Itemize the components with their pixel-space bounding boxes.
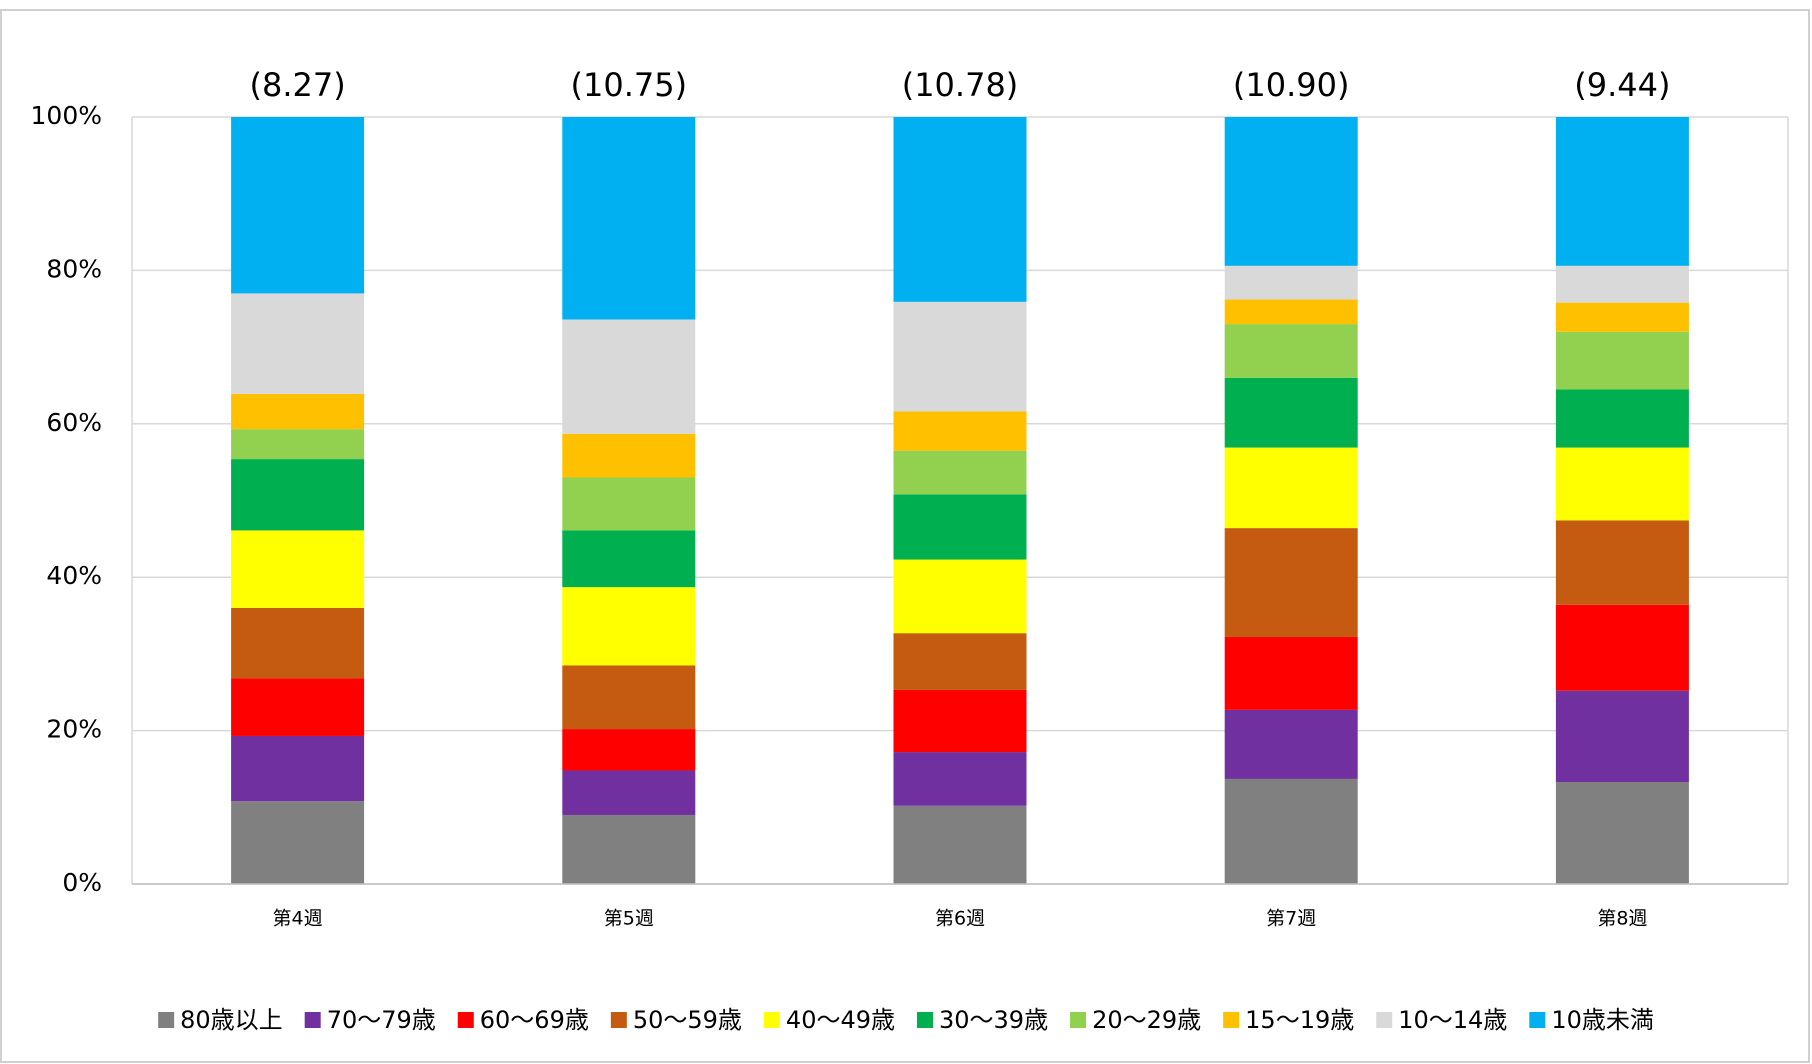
- bar-segment: [1224, 117, 1358, 266]
- x-tick-label: 第8週: [1597, 908, 1647, 930]
- bar-segment: [1555, 604, 1689, 691]
- bar-segment: [231, 530, 365, 608]
- bar-segment: [1224, 637, 1358, 710]
- bar-segment: [1555, 331, 1689, 390]
- y-tick-label: 100%: [31, 101, 102, 130]
- bar-segment: [1555, 447, 1689, 521]
- bar-segment: [231, 293, 365, 394]
- legend-label: 80歳以上: [180, 1006, 283, 1034]
- legend-swatch: [457, 1012, 474, 1028]
- x-tick-label: 第6週: [935, 908, 985, 930]
- total-label: (9.44): [1574, 66, 1670, 104]
- x-tick-label: 第7週: [1266, 908, 1316, 930]
- legend-swatch: [917, 1012, 933, 1028]
- bar-segment: [893, 494, 1027, 560]
- x-tick-label: 第5週: [604, 908, 654, 930]
- bar-segment: [1555, 389, 1689, 448]
- y-tick-label: 40%: [46, 561, 102, 590]
- bar-segment: [893, 301, 1027, 412]
- bar-segment: [562, 530, 696, 588]
- total-label: (8.27): [249, 66, 345, 104]
- total-label: (10.75): [571, 66, 688, 104]
- bar-segment: [1224, 778, 1358, 884]
- legend-label: 40～49歳: [786, 1006, 895, 1034]
- legend-label: 20～29歳: [1092, 1006, 1201, 1034]
- bar-segment: [231, 117, 365, 294]
- bar-segment: [231, 735, 365, 802]
- legend-label: 10歳未満: [1551, 1006, 1654, 1034]
- bar-segment: [893, 411, 1027, 451]
- bar-segment: [562, 319, 696, 434]
- bar-segment: [1224, 299, 1358, 325]
- y-tick-label: 0%: [62, 868, 102, 897]
- bar-segment: [1555, 690, 1689, 782]
- legend-label: 50～59歳: [633, 1006, 742, 1034]
- bar-segment: [231, 678, 365, 736]
- bar-segment: [1224, 265, 1358, 300]
- bar-segment: [1224, 324, 1358, 378]
- legend-swatch: [304, 1012, 321, 1028]
- bar-segment: [562, 433, 696, 478]
- bar-segment: [893, 689, 1027, 753]
- legend-label: 30～39歳: [939, 1006, 1048, 1034]
- legend-swatch: [763, 1012, 780, 1028]
- bar-segment: [893, 752, 1027, 806]
- bar-segment: [1555, 117, 1689, 266]
- bar-segment: [562, 587, 696, 666]
- bar-segment: [1555, 265, 1689, 303]
- total-label: (10.78): [902, 66, 1019, 104]
- legend-swatch: [1529, 1012, 1546, 1028]
- bar-segment: [231, 429, 365, 460]
- bar-segment: [562, 117, 696, 320]
- legend-label: 70～79歳: [327, 1006, 436, 1034]
- bar-segment: [893, 633, 1027, 690]
- legend-label: 10～14歳: [1398, 1006, 1507, 1034]
- legend-swatch: [1376, 1012, 1393, 1028]
- bar-segment: [1555, 781, 1689, 884]
- bar-segment: [231, 801, 365, 884]
- bar-segment: [893, 117, 1027, 302]
- bar-segment: [562, 665, 696, 730]
- bar-segment: [562, 770, 696, 815]
- bar-segment: [1555, 302, 1689, 332]
- x-tick-label: 第4週: [273, 908, 323, 930]
- legend-label: 15～19歳: [1245, 1006, 1354, 1034]
- bar-segment: [231, 459, 365, 531]
- y-tick-label: 20%: [46, 715, 102, 744]
- bar-segment: [562, 477, 696, 531]
- bar-segment: [1224, 709, 1358, 779]
- total-label: (10.90): [1233, 66, 1350, 104]
- bar-segment: [1224, 528, 1358, 638]
- bar-segment: [1555, 520, 1689, 605]
- y-tick-label: 80%: [46, 254, 102, 283]
- legend-swatch: [1223, 1012, 1240, 1028]
- bar-segment: [893, 805, 1027, 884]
- legend-swatch: [1070, 1012, 1087, 1028]
- y-tick-label: 60%: [46, 408, 102, 437]
- bar-segment: [562, 814, 696, 884]
- bar-segment: [893, 559, 1027, 634]
- legend-swatch: [610, 1012, 627, 1028]
- bar-segment: [1224, 377, 1358, 448]
- legend-label: 60～69歳: [480, 1006, 589, 1034]
- legend-swatch: [158, 1012, 175, 1028]
- bar-segment: [893, 450, 1027, 495]
- bar-segment: [231, 607, 365, 679]
- bar-segment: [231, 393, 365, 430]
- bar-segment: [562, 729, 696, 771]
- bar-segment: [1224, 447, 1358, 529]
